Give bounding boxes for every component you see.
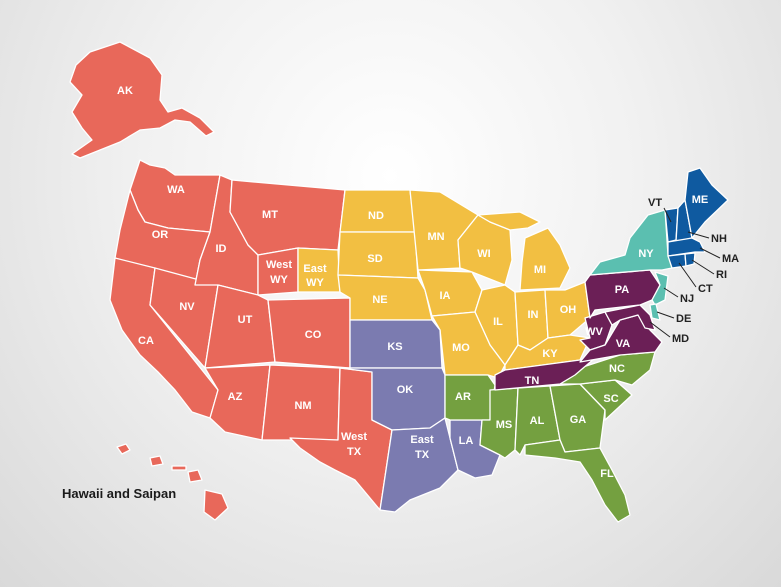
- label-ny: NY: [638, 248, 654, 260]
- label-vt: VT: [648, 197, 662, 209]
- callout-labels: VT NH MA RI CT NJ DE MD: [648, 197, 739, 345]
- label-west-tx-1: West: [341, 431, 367, 443]
- label-wi: WI: [477, 248, 490, 260]
- region-south-central: [339, 319, 501, 513]
- label-mt: MT: [262, 209, 278, 221]
- label-ms: MS: [496, 419, 513, 431]
- hawaii-saipan-caption: Hawaii and Saipan: [62, 486, 177, 501]
- label-ut: UT: [238, 314, 253, 326]
- label-or: OR: [152, 229, 169, 241]
- label-ok: OK: [397, 384, 414, 396]
- label-wa: WA: [167, 184, 185, 196]
- label-ky: KY: [542, 348, 558, 360]
- label-ma: MA: [722, 253, 739, 265]
- state-mt[interactable]: [229, 179, 346, 256]
- label-nh: NH: [711, 233, 727, 245]
- label-nd: ND: [368, 210, 384, 222]
- label-la: LA: [459, 435, 474, 447]
- label-ne: NE: [372, 294, 387, 306]
- state-me[interactable]: [684, 167, 729, 239]
- label-fl: FL: [600, 468, 614, 480]
- state-ct[interactable]: [667, 253, 687, 269]
- state-ny[interactable]: [589, 209, 673, 276]
- label-wv: WV: [585, 326, 603, 338]
- label-nm: NM: [294, 400, 311, 412]
- label-east-wy-2: WY: [306, 277, 324, 289]
- label-ks: KS: [387, 341, 402, 353]
- state-ut[interactable]: [204, 284, 276, 369]
- island-oahu[interactable]: [149, 455, 164, 467]
- label-west-wy-2: WY: [270, 274, 288, 286]
- label-tn: TN: [525, 375, 540, 387]
- island-molokai[interactable]: [171, 465, 187, 471]
- island-big-island[interactable]: [203, 489, 229, 521]
- label-sc: SC: [603, 393, 618, 405]
- label-ar: AR: [455, 391, 471, 403]
- label-de: DE: [676, 313, 691, 325]
- label-east-wy-1: East: [303, 263, 327, 275]
- label-east-tx-2: TX: [415, 449, 430, 461]
- label-az: AZ: [228, 391, 243, 403]
- state-ri[interactable]: [684, 252, 696, 267]
- state-west-wy[interactable]: [257, 247, 299, 296]
- label-east-tx-1: East: [410, 434, 434, 446]
- state-tn[interactable]: [494, 357, 596, 391]
- state-de[interactable]: [649, 303, 661, 321]
- label-il: IL: [493, 316, 503, 328]
- region-appalachia: [494, 269, 663, 391]
- label-ia: IA: [440, 290, 451, 302]
- state-va[interactable]: [579, 314, 663, 363]
- label-nj: NJ: [680, 293, 694, 305]
- label-nc: NC: [609, 363, 625, 375]
- label-ca: CA: [138, 335, 154, 347]
- island-maui[interactable]: [187, 469, 203, 483]
- state-mi[interactable]: [477, 211, 571, 291]
- state-fl[interactable]: [524, 439, 631, 523]
- label-ak: AK: [117, 85, 133, 97]
- label-al: AL: [530, 415, 545, 427]
- label-mo: MO: [452, 342, 470, 354]
- label-west-wy-1: West: [266, 259, 292, 271]
- label-mn: MN: [427, 231, 444, 243]
- region-new-england: [664, 167, 729, 269]
- hawaii-saipan-islands: [116, 443, 229, 521]
- label-id: ID: [216, 243, 227, 255]
- island-kauai[interactable]: [116, 443, 131, 455]
- state-ak[interactable]: [69, 41, 215, 159]
- label-oh: OH: [560, 304, 577, 316]
- label-in: IN: [528, 309, 539, 321]
- state-labels: AK WA OR CA NV ID MT West WY East WY UT …: [117, 85, 708, 480]
- label-ct: CT: [698, 283, 713, 295]
- state-ks[interactable]: [349, 319, 443, 369]
- label-mi: MI: [534, 264, 546, 276]
- label-sd: SD: [367, 253, 382, 265]
- label-pa: PA: [615, 284, 630, 296]
- region-midwest: [297, 189, 591, 379]
- state-nc[interactable]: [559, 351, 656, 386]
- state-east-tx[interactable]: [379, 417, 459, 513]
- region-west: [69, 41, 393, 511]
- state-md[interactable]: [604, 304, 656, 331]
- label-ga: GA: [570, 414, 587, 426]
- label-west-tx-2: TX: [347, 446, 362, 458]
- region-south: [444, 351, 656, 523]
- label-va: VA: [616, 338, 631, 350]
- label-nv: NV: [179, 301, 195, 313]
- label-md: MD: [672, 333, 689, 345]
- label-co: CO: [305, 329, 322, 341]
- label-ri: RI: [716, 269, 727, 281]
- label-me: ME: [692, 194, 709, 206]
